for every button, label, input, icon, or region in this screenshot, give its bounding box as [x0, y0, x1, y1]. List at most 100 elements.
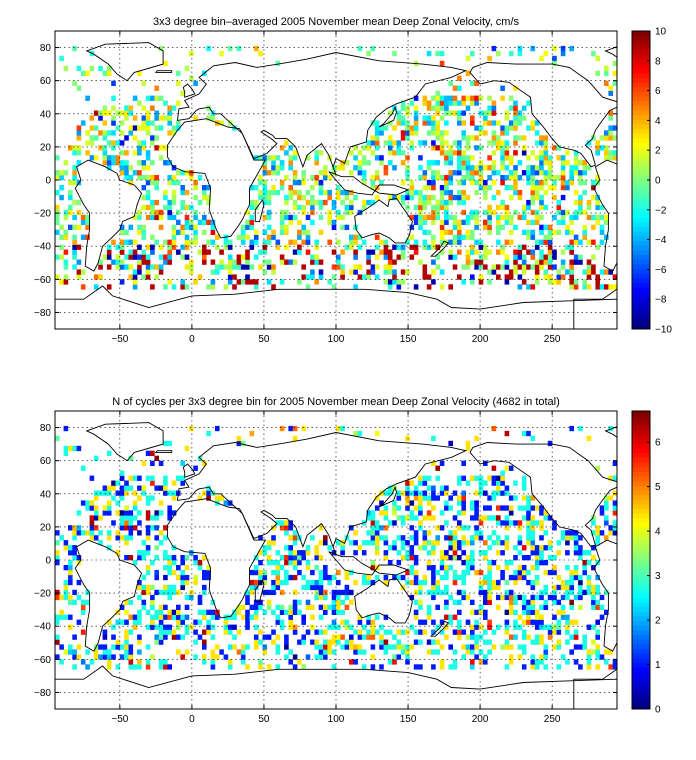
- bin-cell: [197, 495, 203, 501]
- bin-cell: [383, 550, 389, 556]
- bin-cell: [193, 239, 198, 245]
- colorbar-segment: [632, 156, 650, 162]
- bin-cell: [137, 520, 142, 526]
- bin-cell: [124, 515, 129, 521]
- bin-cell: [119, 525, 125, 531]
- bin-cell: [366, 629, 371, 635]
- bin-cell: [262, 239, 268, 245]
- bin-cell: [487, 229, 492, 235]
- bin-cell: [448, 535, 453, 541]
- bin-cell: [513, 110, 518, 116]
- bin-cell: [586, 284, 592, 290]
- bin-cell: [141, 490, 147, 496]
- bin-cell: [556, 204, 562, 211]
- y-tick-label: 0: [45, 556, 51, 567]
- bin-cell: [552, 584, 557, 591]
- bin-cell: [465, 480, 471, 486]
- bin-cell: [63, 65, 69, 72]
- bin-cell: [158, 95, 164, 101]
- bin-cell: [457, 609, 462, 615]
- bin-cell: [461, 569, 466, 576]
- bin-cell: [599, 654, 605, 660]
- bin-cell: [266, 540, 272, 546]
- bin-cell: [379, 500, 384, 506]
- bin-cell: [448, 239, 453, 245]
- bin-cell: [310, 269, 315, 275]
- colorbar-segment: [632, 96, 650, 102]
- bin-cell: [314, 279, 319, 285]
- bin-cell: [150, 135, 155, 141]
- bin-cell: [158, 500, 164, 506]
- bin-cell: [59, 244, 64, 250]
- bin-cell: [392, 194, 397, 201]
- bin-cell: [128, 175, 134, 181]
- bin-cell: [444, 105, 449, 111]
- bin-cell: [513, 609, 518, 615]
- bin-cell: [595, 244, 600, 250]
- bin-cell: [253, 644, 259, 650]
- bin-cell: [534, 505, 540, 511]
- bin-cell: [318, 649, 324, 655]
- bin-cell: [297, 609, 302, 615]
- bin-cell: [595, 140, 600, 146]
- bin-cell: [530, 199, 536, 206]
- bin-cell: [271, 229, 276, 235]
- bin-cell: [119, 510, 125, 516]
- bin-cell: [448, 540, 453, 546]
- bin-cell: [379, 160, 384, 166]
- bin-cell: [141, 550, 147, 556]
- bin-cell: [314, 199, 319, 206]
- bin-cell: [55, 560, 60, 566]
- bin-cell: [124, 644, 129, 650]
- bin-cell: [521, 259, 527, 265]
- bin-cell: [137, 510, 142, 516]
- bin-cell: [115, 530, 121, 536]
- bin-cell: [206, 619, 211, 625]
- bin-cell: [262, 180, 268, 186]
- bin-cell: [197, 219, 203, 225]
- bin-cell: [452, 110, 458, 116]
- bin-cell: [370, 579, 376, 586]
- colorbar-tick-label: 0: [655, 176, 661, 187]
- colorbar-segment: [632, 77, 650, 83]
- bin-cell: [483, 264, 488, 270]
- bin-cell: [305, 545, 311, 551]
- bin-cell: [552, 180, 557, 186]
- bin-cell: [154, 515, 159, 521]
- bin-cell: [76, 145, 82, 151]
- bin-cell: [569, 634, 574, 640]
- bin-cell: [448, 619, 453, 625]
- bin-cell: [93, 110, 99, 116]
- bin-cell: [560, 274, 566, 280]
- bin-cell: [102, 150, 108, 156]
- bin-cell: [154, 624, 159, 630]
- bin-cell: [288, 145, 293, 151]
- bin-cell: [176, 249, 181, 255]
- bin-cell: [534, 279, 540, 285]
- bin-cell: [387, 560, 393, 566]
- bin-cell: [409, 254, 415, 260]
- x-tick-label: 150: [400, 334, 417, 345]
- bin-cell: [184, 170, 190, 176]
- bin-cell: [426, 180, 432, 186]
- bin-cell: [349, 525, 354, 531]
- bin-cell: [145, 510, 151, 516]
- bin-cell: [608, 155, 613, 161]
- bin-cell: [59, 55, 64, 62]
- bin-cell: [158, 460, 164, 466]
- bin-cell: [184, 204, 190, 211]
- bin-cell: [491, 194, 497, 201]
- bin-cell: [158, 604, 164, 610]
- colorbar-segment: [632, 273, 650, 279]
- bin-cell: [171, 634, 177, 640]
- bin-cell: [552, 520, 557, 526]
- bin-cell: [547, 515, 553, 521]
- bin-cell: [543, 150, 549, 156]
- bin-cell: [547, 634, 553, 640]
- bin-cell: [292, 604, 298, 610]
- bin-cell: [275, 520, 281, 526]
- bin-cell: [167, 664, 172, 670]
- bin-cell: [513, 180, 518, 186]
- bin-cell: [167, 130, 172, 136]
- bin-cell: [413, 125, 419, 131]
